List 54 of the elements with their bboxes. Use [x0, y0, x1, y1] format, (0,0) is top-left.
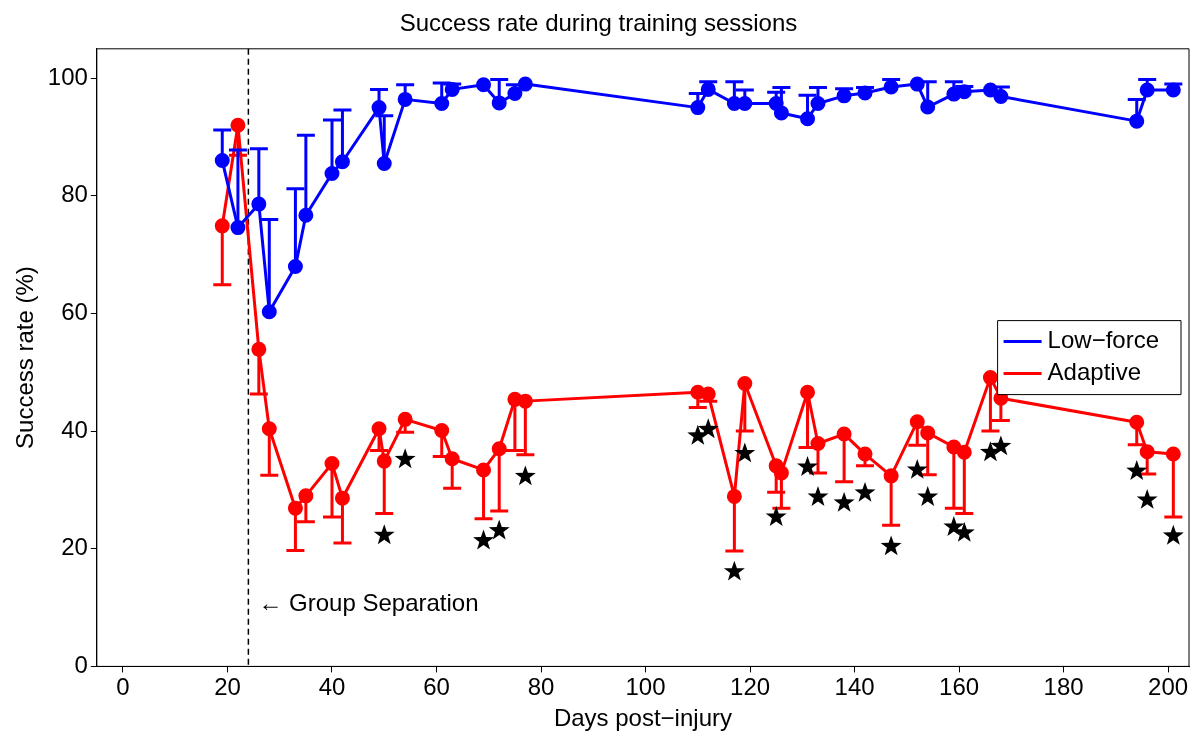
point: [287, 258, 303, 274]
x-tick-label: 60: [423, 673, 450, 701]
point: [765, 506, 787, 526]
point: [394, 448, 416, 469]
x-tick-label: 80: [527, 673, 555, 701]
point: [917, 486, 939, 506]
x-axis-title: Days post−injury: [553, 704, 732, 732]
point: [373, 524, 395, 545]
x-tick-label: 180: [1043, 673, 1084, 701]
point: [734, 442, 756, 463]
point: [880, 535, 902, 556]
point: [833, 491, 855, 512]
point: [473, 529, 494, 550]
annotation: ← Group Separation: [258, 589, 479, 617]
point: [514, 465, 536, 486]
y-tick-label: 20: [61, 533, 88, 561]
legend-label: Adaptive: [1047, 358, 1142, 386]
point: [488, 519, 510, 540]
x-tick-label: 100: [625, 673, 666, 701]
y-tick-label: 100: [47, 62, 88, 90]
x-tick-label: 40: [318, 673, 346, 701]
y-axis-title: Success rate (%): [11, 266, 39, 449]
x-tick-label: 160: [939, 673, 980, 701]
x-tick-label: 0: [116, 673, 130, 701]
point: [909, 76, 925, 92]
point: [1126, 460, 1148, 481]
point: [334, 154, 350, 170]
point: [517, 76, 533, 92]
point: [797, 456, 818, 476]
x-tick-label: 20: [214, 673, 241, 701]
x-tick-label: 200: [1148, 673, 1189, 701]
y-tick-label: 40: [61, 415, 88, 443]
point: [982, 370, 998, 386]
point: [723, 560, 745, 581]
x-tick-label: 140: [834, 673, 875, 701]
point: [906, 458, 928, 479]
point: [1136, 488, 1158, 509]
point: [909, 414, 925, 430]
point: [697, 418, 719, 439]
legend-label: Low−force: [1047, 326, 1160, 354]
point: [990, 435, 1012, 456]
point: [807, 486, 829, 506]
point: [854, 481, 876, 502]
point: [261, 421, 277, 437]
chart-title: Success rate during training sessions: [399, 9, 798, 37]
x-tick-label: 120: [730, 673, 771, 701]
y-tick-label: 80: [61, 180, 88, 208]
y-tick-label: 60: [61, 298, 88, 326]
point: [1162, 524, 1184, 545]
point: [434, 423, 450, 439]
y-tick-label: 0: [74, 651, 88, 679]
point: [376, 156, 392, 171]
point: [476, 77, 492, 93]
point: [324, 166, 340, 181]
